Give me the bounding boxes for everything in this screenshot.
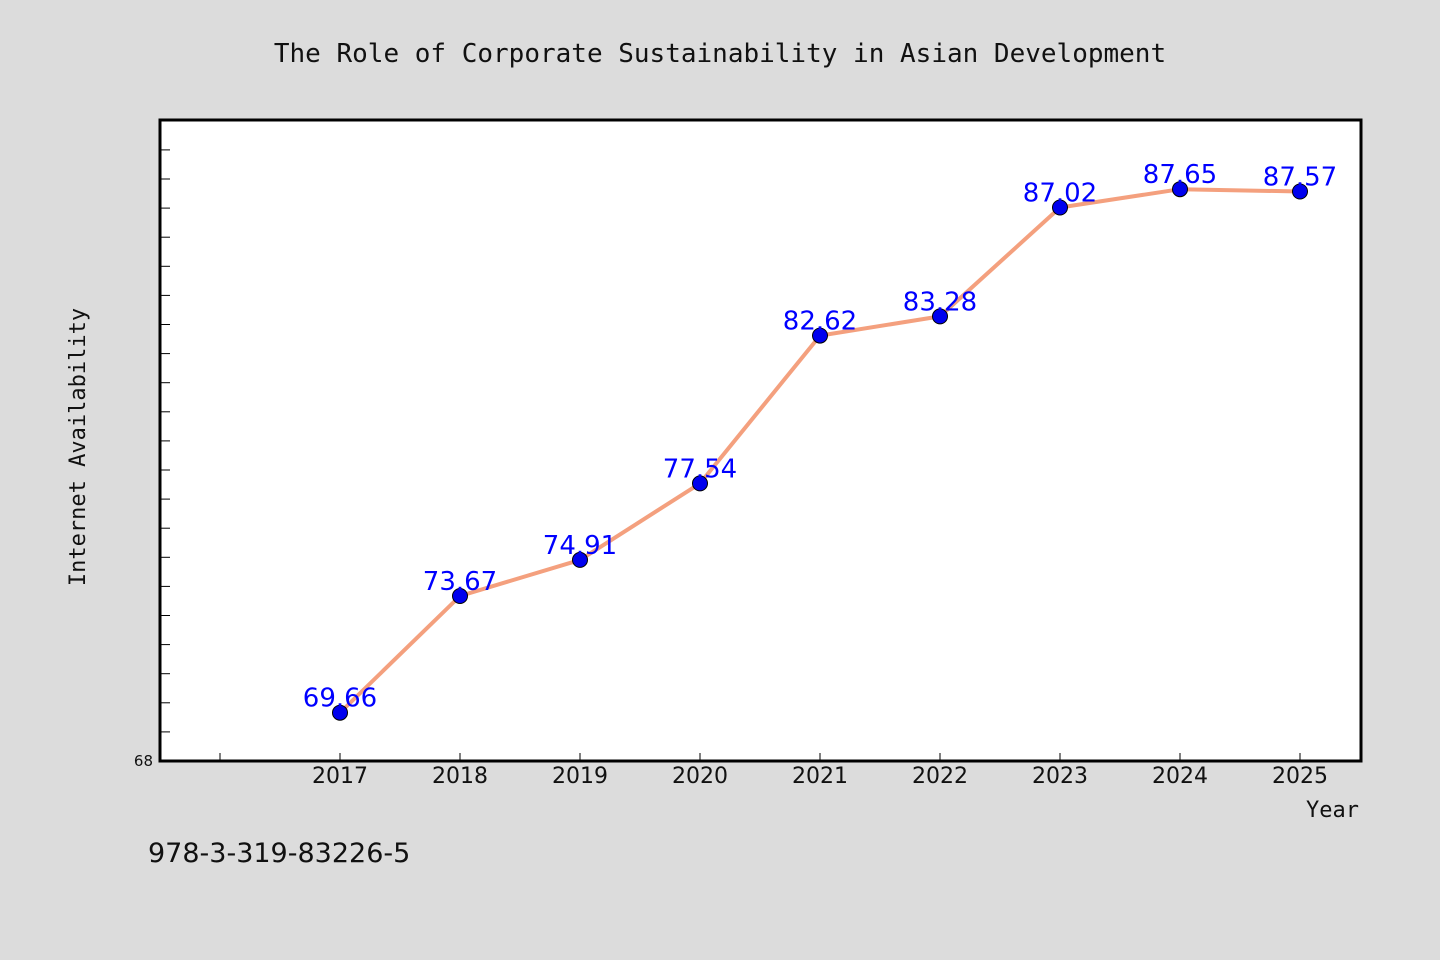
x-tick-label: 2022: [912, 764, 968, 789]
data-label: 69.66: [303, 684, 377, 714]
x-tick-label: 2018: [432, 764, 488, 789]
data-label: 87.02: [1023, 179, 1097, 209]
x-tick-label: 2020: [672, 764, 728, 789]
data-point: [1172, 181, 1188, 198]
x-axis-label: Year: [1306, 798, 1359, 823]
data-label: 74.91: [543, 531, 617, 561]
x-tick-label: 2023: [1032, 764, 1088, 789]
data-point: [1292, 183, 1308, 200]
x-axis-ticks: 2017 2018 2019 2020 2021 2022 2023 2024 2025: [219, 753, 1328, 789]
y-tick-label: 68: [134, 752, 153, 770]
data-point: [332, 704, 348, 721]
data-label: 87.65: [1143, 160, 1217, 190]
data-label: 82.62: [783, 307, 857, 337]
data-label: 87.57: [1263, 163, 1337, 193]
x-tick-label: 2019: [552, 764, 608, 789]
x-tick-label: 2021: [792, 764, 848, 789]
data-label: 77.54: [663, 454, 737, 484]
x-tick-label: 2024: [1152, 764, 1208, 789]
data-point: [812, 327, 828, 344]
isbn-text: 978-3-319-83226-5: [148, 838, 410, 869]
y-axis-label: Internet Availability: [66, 308, 91, 586]
x-tick-label: 2017: [312, 764, 368, 789]
y-axis-ticks: [160, 120, 170, 762]
data-point: [1052, 199, 1068, 216]
data-label: 73.67: [423, 567, 497, 597]
x-tick-label: 2025: [1272, 764, 1328, 789]
data-label: 83.28: [903, 287, 977, 317]
data-point: [572, 551, 588, 568]
series-group: 69.66 73.67 74.91 77.54 82.62 83.28 87.02 87.65…: [303, 160, 1337, 721]
data-point: [452, 588, 468, 604]
plot-area: [158, 118, 1363, 763]
data-point: [692, 475, 708, 492]
chart-title: The Role of Corporate Sustainability in …: [274, 39, 1166, 69]
data-point: [932, 308, 948, 325]
